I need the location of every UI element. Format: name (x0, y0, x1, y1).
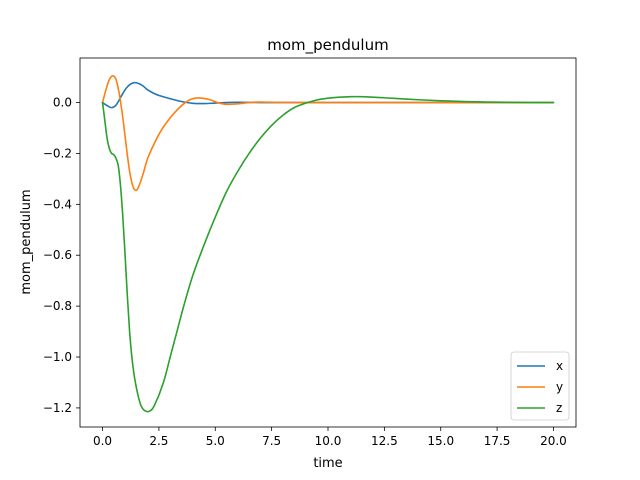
x-tick-label: 12.5 (371, 434, 398, 448)
x-axis-label: time (313, 456, 342, 471)
legend-label-x: x (556, 359, 563, 373)
y-tick-label: −0.8 (43, 299, 72, 313)
x-tick-label: 10.0 (315, 434, 342, 448)
series-line-y (101, 75, 555, 192)
x-tick-label: 0.0 (93, 434, 112, 448)
legend-label-z: z (556, 401, 562, 415)
x-axis-ticks: 0.0 2.5 5.0 7.5 10.0 12.5 15.0 17.5 20.0 (93, 427, 567, 448)
y-tick-label: −0.2 (43, 146, 72, 160)
chart-title: mom_pendulum (267, 36, 388, 55)
y-tick-label: −1.2 (43, 401, 72, 415)
y-tick-label: −0.4 (43, 197, 72, 211)
x-tick-label: 5.0 (206, 434, 225, 448)
x-tick-label: 2.5 (149, 434, 168, 448)
x-tick-label: 15.0 (427, 434, 454, 448)
x-tick-label: 7.5 (262, 434, 281, 448)
legend: xyz (510, 351, 570, 421)
y-tick-label: −0.6 (43, 248, 72, 262)
legend-label-y: y (556, 380, 563, 394)
y-tick-label: −1.0 (43, 350, 72, 364)
y-tick-label: 0.0 (53, 96, 72, 110)
x-tick-label: 17.5 (484, 434, 511, 448)
legend-box (510, 351, 570, 421)
y-axis-label: mom_pendulum (19, 189, 34, 294)
x-tick-label: 20.0 (540, 434, 567, 448)
series-line-z (101, 95, 555, 413)
series-lines (101, 75, 555, 413)
y-axis-ticks: 0.0 −0.2 −0.4 −0.6 −0.8 −1.0 −1.2 (43, 96, 80, 415)
